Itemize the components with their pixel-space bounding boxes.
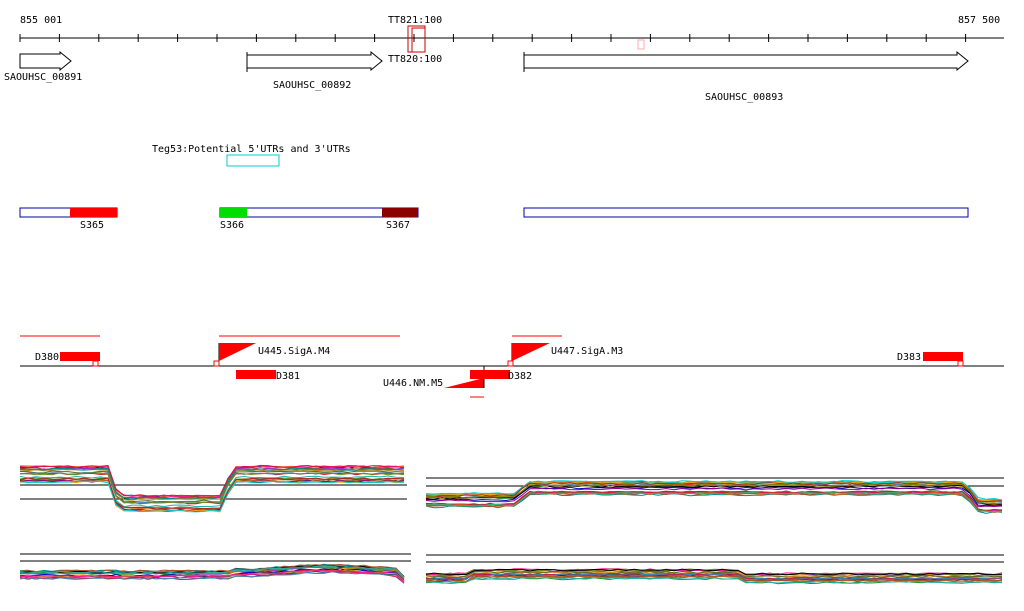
coordinate-ruler: 855 001 857 500 xyxy=(19,15,1004,42)
expression-trace xyxy=(20,569,405,583)
feature-d381[interactable] xyxy=(236,370,276,379)
expression-trace xyxy=(19,564,405,578)
expression-trace xyxy=(425,487,1003,508)
expression-trace xyxy=(19,472,405,505)
feature-d380[interactable] xyxy=(60,352,100,361)
segment-label-s365: S365 xyxy=(80,220,104,231)
expression-trace xyxy=(19,475,405,508)
terminator-label-tt821: TT821:100 xyxy=(388,15,442,26)
expression-trace xyxy=(425,570,1003,578)
feature-label-u445: U445.SigA.M4 xyxy=(258,346,330,357)
expression-trace xyxy=(19,464,404,497)
expression-panel-top-left xyxy=(19,464,407,513)
expression-trace xyxy=(19,467,405,500)
gene-label-saouhsc-00892: SAOUHSC_00892 xyxy=(273,80,351,91)
expression-trace xyxy=(425,573,1003,581)
feature-label-d380: D380 xyxy=(35,352,59,363)
expression-trace xyxy=(19,480,405,513)
expression-traces-bottom-right xyxy=(425,568,1003,585)
segment-label-s366: S366 xyxy=(220,220,244,231)
expression-trace xyxy=(425,568,1003,576)
promoter-u445[interactable] xyxy=(219,343,256,361)
teg53-label: Teg53:Potential 5'UTRs and 3'UTRs xyxy=(152,144,351,155)
terminator-label-tt820: TT820:100 xyxy=(388,54,442,65)
feature-track: D380 U445.SigA.M4 D381 U446.NM.M5 D382 U… xyxy=(20,335,1004,398)
teg53-box[interactable] xyxy=(226,154,280,167)
expression-traces-top-left xyxy=(19,464,405,513)
expression-traces-bottom-left xyxy=(19,563,405,584)
feature-label-d381: D381 xyxy=(276,371,300,382)
utr-annotation-track: Teg53:Potential 5'UTRs and 3'UTRs xyxy=(152,144,351,167)
feature-label-u446: U446.NM.M5 xyxy=(383,378,443,389)
terminator-box-tt820[interactable] xyxy=(411,27,426,53)
ruler-ticks xyxy=(19,34,967,42)
ruler-end-label: 857 500 xyxy=(958,15,1000,26)
feature-label-d382: D382 xyxy=(508,371,532,382)
gene-track: SAOUHSC_00891 SAOUHSC_00892 SAOUHSC_0089… xyxy=(4,50,969,103)
segment-s366[interactable] xyxy=(220,208,247,217)
terminator-box-tt821[interactable] xyxy=(407,25,426,53)
feature-label-u447: U447.SigA.M3 xyxy=(551,346,623,357)
segment-label-s367: S367 xyxy=(386,220,410,231)
expression-trace xyxy=(425,482,1002,503)
expression-trace xyxy=(19,570,405,584)
segment-outline-3 xyxy=(523,207,969,218)
expression-trace xyxy=(425,484,1003,506)
expression-trace xyxy=(19,477,405,510)
feature-label-d383: D383 xyxy=(897,352,921,363)
promoter-u447[interactable] xyxy=(512,343,550,361)
expression-trace xyxy=(425,491,1003,513)
terminator-track[interactable]: TT821:100 TT820:100 xyxy=(388,15,645,65)
expression-trace xyxy=(19,564,405,577)
gene-arrow-saouhsc-00893[interactable] xyxy=(523,50,969,72)
gene-label-saouhsc-00893: SAOUHSC_00893 xyxy=(705,92,783,103)
gene-arrow-saouhsc-00891[interactable] xyxy=(19,50,72,72)
ruler-start-label: 855 001 xyxy=(20,15,62,26)
expression-panel-bottom-left xyxy=(19,553,411,584)
promoter-u446[interactable] xyxy=(444,378,484,388)
terminator-box-minor[interactable] xyxy=(637,39,645,50)
expression-trace xyxy=(425,576,1003,584)
segment-track: S365 S366 S367 xyxy=(19,207,969,231)
segment-s365[interactable] xyxy=(70,208,117,217)
expression-panel-top-right xyxy=(425,477,1004,514)
feature-d383[interactable] xyxy=(923,352,963,361)
segment-s367[interactable] xyxy=(382,208,418,217)
expression-panel-bottom-right xyxy=(425,554,1004,585)
feature-d382[interactable] xyxy=(470,370,510,379)
expression-trace xyxy=(425,483,1003,505)
gene-label-saouhsc-00891: SAOUHSC_00891 xyxy=(4,72,82,83)
expression-trace xyxy=(20,478,405,510)
expression-traces-top-right xyxy=(425,480,1003,514)
gene-arrow-saouhsc-00892[interactable] xyxy=(246,50,383,72)
